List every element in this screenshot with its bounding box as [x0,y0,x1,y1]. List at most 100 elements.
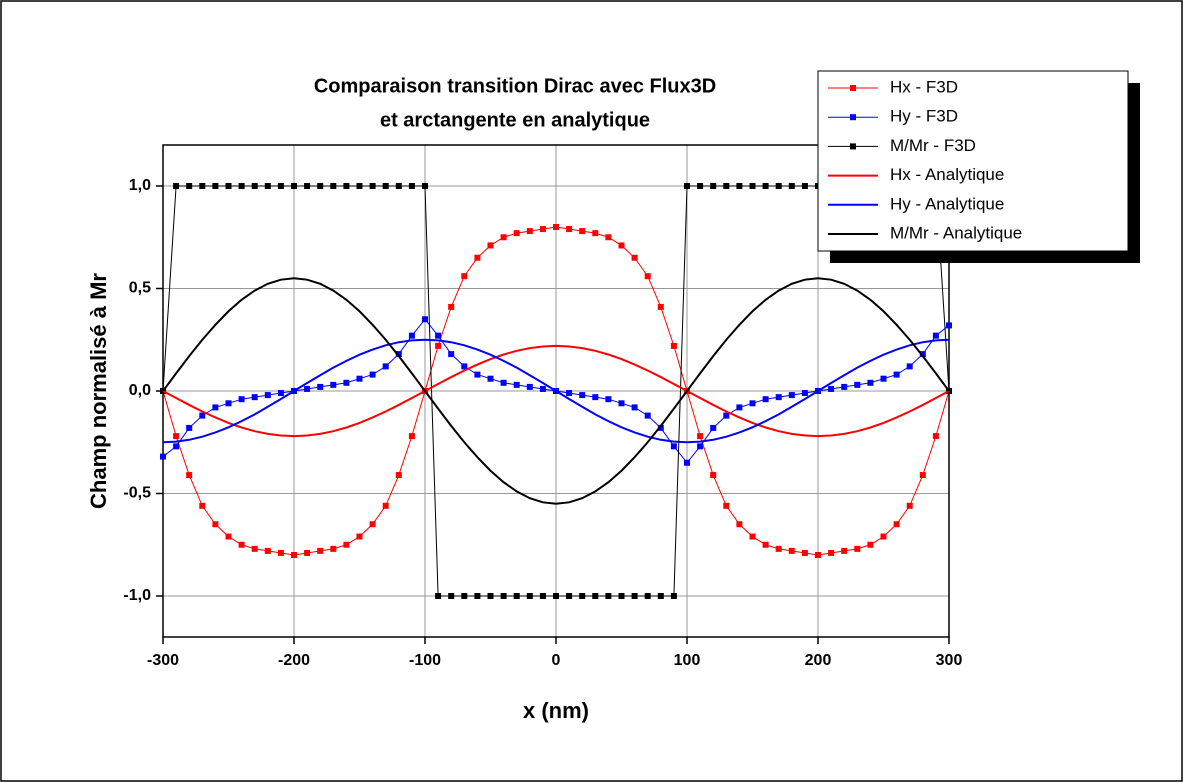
data-point [277,390,284,397]
data-point [291,552,297,558]
data-point [553,224,559,230]
data-point [880,533,887,540]
data-point [762,541,769,548]
data-point [919,472,926,479]
data-point [448,593,455,599]
data-point [579,228,586,235]
data-point [356,375,363,382]
legend-marker [850,114,856,121]
data-point [723,412,730,419]
data-point [788,183,795,189]
data-point [487,242,494,249]
data-point [539,385,546,392]
data-point [461,273,468,280]
data-point [932,332,939,339]
data-point [592,394,599,401]
data-point [474,254,481,261]
legend-label: Hy - Analytique [890,194,1004,213]
x-tick-label: 200 [805,652,832,669]
data-point [461,593,468,599]
data-point [631,404,638,411]
data-point [775,545,782,552]
data-point [775,183,782,189]
data-point [356,183,363,189]
data-point [408,332,415,339]
data-point [605,234,612,241]
data-point [343,379,350,386]
data-point [618,242,625,249]
data-point [631,254,638,261]
data-point [317,547,324,554]
data-point [605,593,612,599]
data-point [670,593,677,599]
data-point [251,394,258,401]
data-point [382,502,389,509]
data-point [670,342,677,349]
y-axis-label: Champ normalisé à Mr [86,273,111,509]
data-point [199,412,206,419]
data-point [749,533,756,540]
y-tick-label: 0,5 [129,280,151,297]
data-point [291,183,297,189]
data-point [932,433,939,440]
data-point [749,183,756,189]
data-point [618,593,625,599]
data-point [946,322,952,329]
data-point [657,303,664,310]
data-point [788,547,795,554]
data-point [710,424,717,431]
data-point [369,183,376,189]
legend-label: Hy - F3D [890,107,958,126]
data-point [500,234,507,241]
data-point [382,183,389,189]
data-point [199,502,206,509]
data-point [304,549,311,556]
legend [817,70,1129,252]
legend-marker [850,143,856,150]
data-point [723,502,730,509]
data-point [251,545,258,552]
x-tick-label: -300 [147,652,179,669]
data-point [264,183,271,189]
data-point [186,472,193,479]
data-point [880,375,887,382]
data-point [566,226,573,233]
data-point [500,593,507,599]
series-line [162,277,950,505]
data-point [539,226,546,233]
data-point [697,443,704,450]
data-point [330,183,337,189]
y-tick-label: 1,0 [129,177,151,194]
data-point [304,183,311,189]
data-point [906,363,913,370]
data-point [356,533,363,540]
x-tick-label: -100 [409,652,441,669]
data-point [788,392,795,399]
data-point [828,549,835,556]
data-point [395,351,402,358]
data-point [251,183,258,189]
data-point [160,453,166,460]
data-point [775,394,782,401]
series-line [162,344,950,438]
data-point [841,547,848,554]
data-point [369,521,376,528]
data-point [369,371,376,378]
chart-title: Comparaison transition Dirac avec Flux3D [314,75,716,97]
data-point [867,379,874,386]
data-point [736,404,743,411]
data-point [186,424,193,431]
data-point [225,183,232,189]
data-point [854,381,861,388]
data-point [697,183,704,189]
data-point [199,183,206,189]
x-tick-label: 300 [936,652,963,669]
x-axis-label: x (nm) [523,698,589,723]
data-point [631,593,638,599]
data-point [684,459,690,466]
x-tick-label: -200 [278,652,310,669]
data-point [762,183,769,189]
data-point [592,593,599,599]
data-point [893,521,900,528]
